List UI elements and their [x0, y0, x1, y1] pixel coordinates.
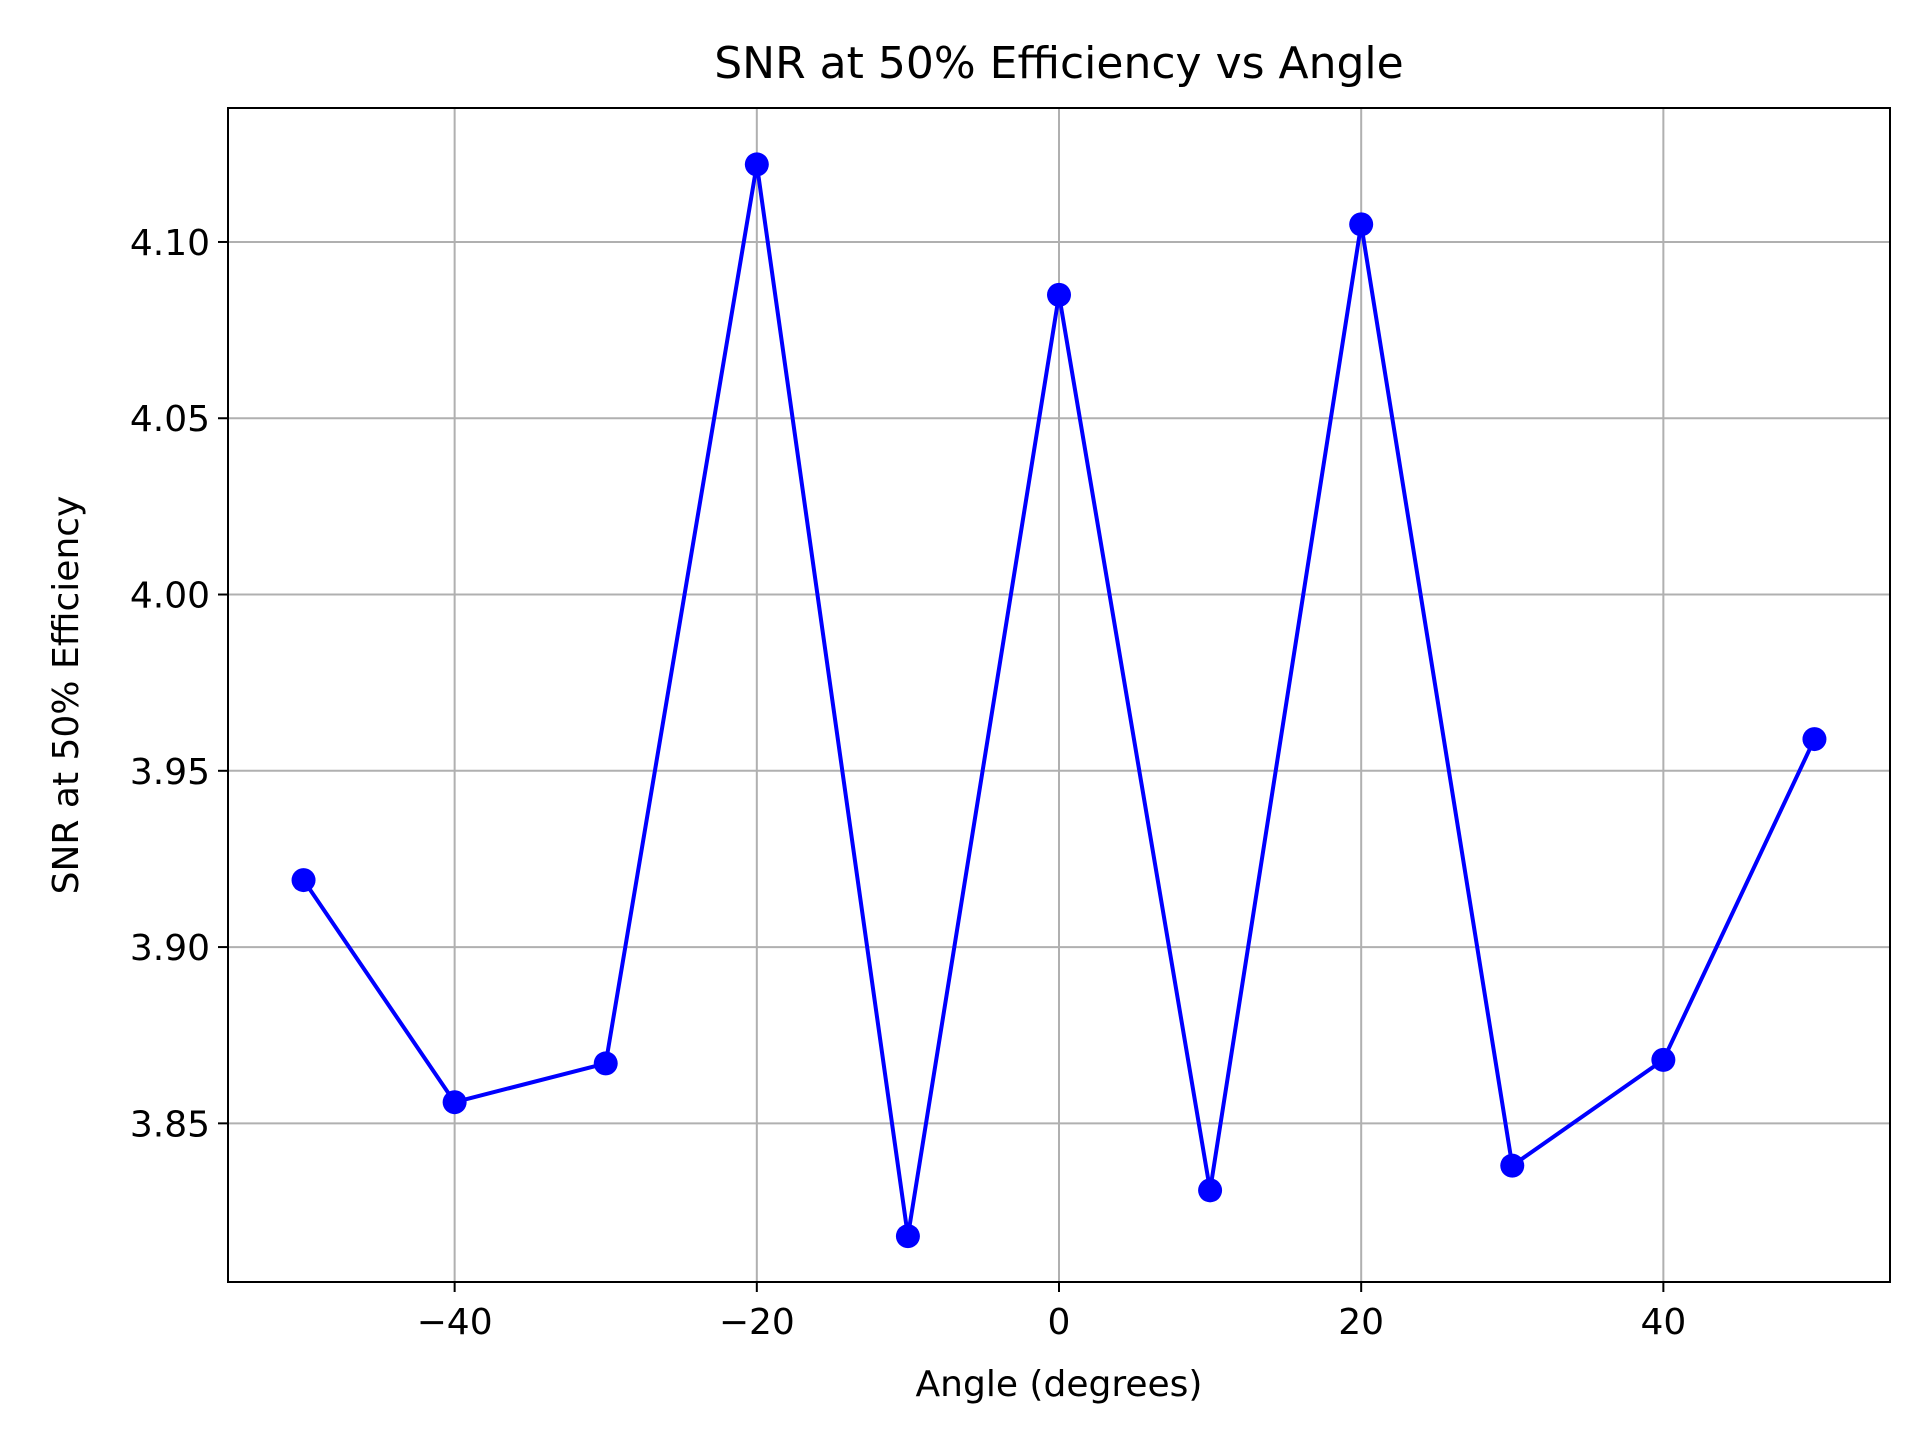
x-tick-label: 0 [1048, 1302, 1071, 1343]
data-point [744, 152, 769, 177]
data-point [1651, 1047, 1676, 1072]
data-point [1047, 282, 1071, 307]
data-point [1802, 727, 1827, 752]
data-point [895, 1224, 920, 1249]
y-tick-label: 4.10 [130, 223, 210, 264]
x-tick-label: −20 [719, 1302, 795, 1343]
data-point [593, 1051, 618, 1076]
axis-ticks: −40 −20 0 20 40 3.85 3.90 3.95 4.00 4.05 4.10 [130, 223, 1686, 1343]
data-point [1349, 212, 1374, 237]
y-tick-label: 4.05 [130, 399, 210, 440]
y-tick-label: 4.00 [130, 576, 210, 617]
data-point [1198, 1178, 1223, 1203]
data-point [291, 868, 316, 893]
x-tick-label: 40 [1640, 1302, 1686, 1343]
data-point [442, 1090, 467, 1115]
x-tick-label: −40 [417, 1302, 493, 1343]
data-point [1500, 1153, 1525, 1178]
y-tick-label: 3.90 [130, 928, 210, 969]
series-layer [291, 152, 1827, 1249]
x-axis-label: Angle (degrees) [916, 1364, 1203, 1405]
x-tick-label: 20 [1338, 1302, 1384, 1343]
y-tick-label: 3.85 [130, 1104, 210, 1145]
chart-title: SNR at 50% Efficiency vs Angle [714, 38, 1403, 89]
y-axis-label: SNR at 50% Efficiency [46, 496, 87, 895]
y-tick-label: 3.95 [130, 752, 210, 793]
